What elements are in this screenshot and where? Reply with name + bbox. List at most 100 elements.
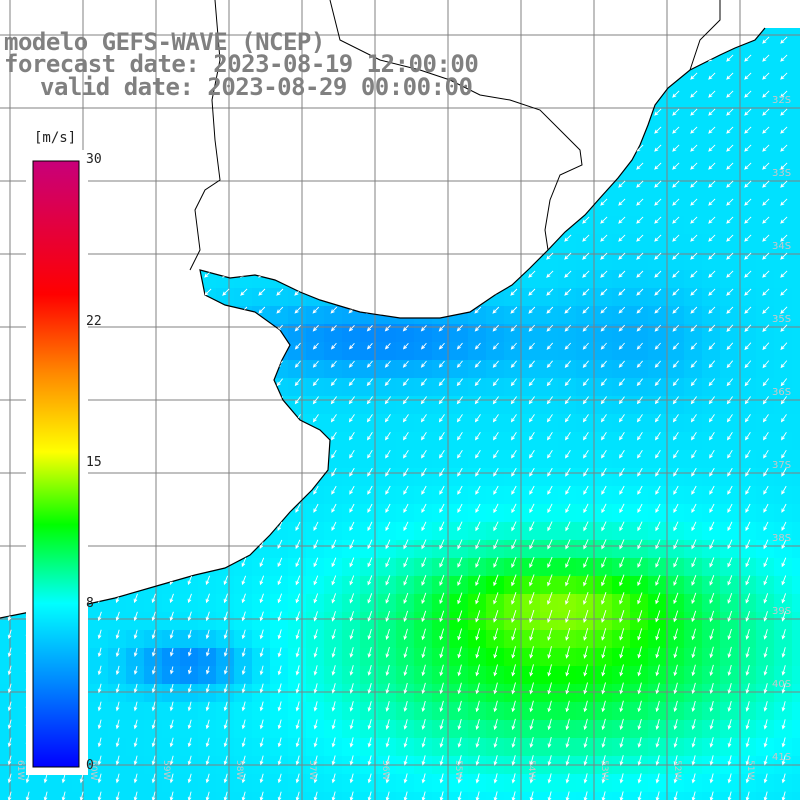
wind-arrow [313, 647, 318, 658]
wind-arrow [636, 162, 644, 170]
wind-arrow [187, 683, 192, 693]
wind-arrow [547, 755, 552, 766]
wind-arrow [726, 324, 734, 332]
wind-arrow [726, 234, 734, 242]
wind-arrow [420, 360, 427, 368]
wind-arrow [636, 306, 644, 314]
wind-arrow [313, 539, 319, 550]
wind-arrow [511, 432, 517, 441]
wind-arrow [529, 700, 534, 713]
wind-arrow [511, 467, 517, 477]
wind-arrow [618, 324, 626, 332]
wind-arrow [366, 360, 373, 368]
wind-arrow [709, 467, 715, 477]
wind-arrow [780, 306, 788, 314]
wind-arrow [709, 719, 714, 730]
wind-arrow [583, 646, 588, 659]
wind-arrow [637, 646, 642, 659]
wind-arrow [709, 791, 714, 800]
wind-arrow [277, 575, 283, 586]
wind-arrow [546, 270, 554, 278]
wind-arrow [421, 521, 427, 532]
country-border [189, 0, 721, 271]
wind-arrow [637, 467, 643, 477]
wind-arrow [457, 791, 462, 800]
wind-arrow [780, 144, 788, 152]
wind-arrow [762, 252, 770, 260]
wind-arrow [259, 773, 264, 784]
wind-arrow [331, 539, 337, 550]
wind-arrow [744, 324, 752, 332]
wind-arrow [312, 396, 319, 405]
wind-arrow [708, 144, 716, 152]
wind-arrow [654, 324, 662, 332]
wind-arrow [241, 611, 246, 622]
wind-arrow [618, 234, 626, 242]
wind-arrow [762, 414, 769, 423]
wind-arrow [618, 288, 626, 296]
wind-arrow [439, 467, 445, 477]
wind-arrow [205, 737, 210, 748]
wind-arrow [331, 791, 336, 800]
wind-arrow [636, 216, 644, 224]
wind-arrow [277, 629, 282, 640]
wind-arrow [529, 592, 535, 605]
wind-arrow [331, 629, 336, 640]
wind-arrow [763, 575, 769, 586]
wind-arrow [637, 574, 643, 587]
wind-arrow [564, 270, 572, 278]
wind-arrow [564, 342, 572, 350]
wind-arrow [619, 503, 625, 514]
wind-arrow [529, 682, 534, 695]
wind-arrow [529, 755, 534, 766]
wind-arrow [187, 719, 192, 730]
wind-arrow [708, 396, 715, 405]
wind-arrow [601, 485, 607, 495]
wind-arrow [601, 556, 607, 568]
wind-arrow [115, 791, 120, 800]
wind-arrow [582, 414, 589, 423]
wind-arrow [151, 719, 156, 730]
wind-arrow [709, 773, 714, 784]
wind-arrow [277, 683, 282, 694]
wind-arrow [618, 216, 626, 224]
wind-arrow [709, 737, 714, 748]
wind-arrow [330, 360, 337, 368]
wind-arrow [726, 108, 734, 116]
wind-arrow [169, 719, 174, 730]
wind-arrow [510, 414, 517, 423]
wind-arrow [366, 396, 373, 405]
wind-arrow [619, 556, 625, 568]
wind-arrow [511, 773, 516, 784]
wind-arrow [744, 270, 752, 278]
wind-arrow [223, 666, 228, 675]
wind-arrow [583, 449, 589, 459]
wind-arrow [726, 306, 734, 314]
wind-arrow [582, 234, 590, 242]
wind-arrow [744, 342, 752, 351]
wind-arrow [744, 360, 752, 369]
wind-arrow [439, 432, 445, 441]
wind-arrow [763, 683, 768, 694]
wind-arrow [366, 378, 373, 387]
wind-arrow [708, 126, 716, 134]
wind-arrow [708, 342, 716, 350]
wind-arrow [492, 396, 499, 405]
wind-arrow [745, 610, 751, 622]
wind-arrow [619, 485, 625, 495]
wind-arrow [673, 700, 678, 713]
wind-arrow [744, 180, 752, 188]
wind-arrow [385, 593, 391, 604]
wind-arrow [780, 288, 788, 296]
wind-arrow [151, 791, 156, 800]
wind-arrow [744, 414, 751, 423]
wind-arrow [672, 162, 680, 170]
wind-arrow [295, 575, 301, 586]
wind-arrow [403, 773, 408, 784]
wind-arrow [655, 682, 660, 695]
wind-arrow [709, 592, 715, 605]
wind-arrow [781, 432, 787, 441]
wind-arrow [763, 755, 768, 766]
wind-arrow [655, 718, 660, 731]
wind-arrow [97, 719, 102, 730]
